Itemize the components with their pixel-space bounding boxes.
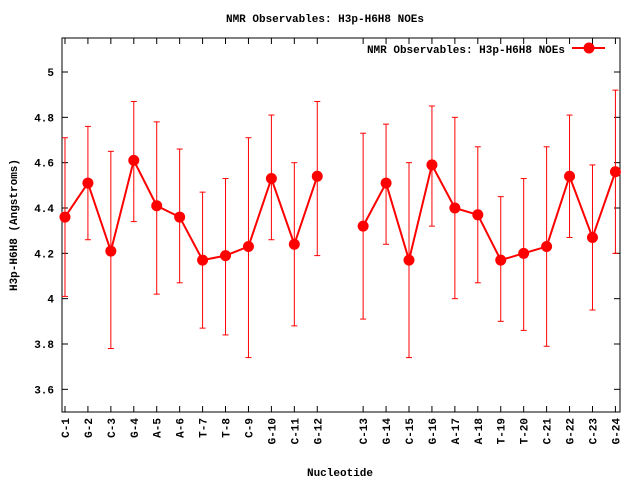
- y-tick-label: 4: [47, 295, 54, 307]
- x-tick-label: G-14: [382, 418, 394, 445]
- error-bars: [61, 89, 619, 359]
- x-tick-label: C-11: [290, 418, 302, 445]
- legend: NMR Observables: H3p-H6H8 NOEs: [367, 42, 605, 57]
- x-tick-label: G-24: [611, 418, 623, 445]
- data-point: [220, 250, 232, 262]
- x-tick-label: C-3: [107, 418, 119, 438]
- data-point: [265, 173, 277, 185]
- data-point: [128, 154, 140, 166]
- y-tick-label: 4.8: [34, 113, 54, 125]
- x-tick-label: G-2: [84, 418, 96, 438]
- x-tick-label: G-22: [566, 418, 578, 444]
- data-point: [311, 170, 323, 182]
- y-axis-label: H3p-H6H8 (Angstroms): [9, 159, 21, 291]
- series-line: [59, 154, 621, 266]
- plot-frame: [61, 37, 621, 413]
- data-point: [586, 231, 598, 243]
- data-point: [541, 241, 553, 253]
- series-line-segment: [64, 157, 319, 262]
- chart-title: NMR Observables: H3p-H6H8 NOEs: [226, 14, 424, 26]
- data-point: [59, 211, 71, 223]
- data-point: [82, 177, 94, 189]
- y-axis: 3.6 3.8 4 4.2 4.4 4.6 4.8 5: [34, 68, 620, 397]
- data-point: [403, 254, 415, 266]
- x-tick-label: C-21: [543, 418, 555, 445]
- x-axis: C-1 G-2 C-3 G-4 A-5 A-6 T-7 T-8 C-9 G-10 C-11 G-12 C…: [61, 38, 623, 444]
- data-point: [564, 170, 576, 182]
- data-point: [449, 202, 461, 214]
- x-axis-label: Nucleotide: [307, 468, 373, 480]
- x-tick-label: G-4: [130, 418, 142, 438]
- x-tick-label: T-7: [199, 418, 211, 438]
- x-tick-label: C-9: [244, 418, 256, 438]
- data-point: [380, 177, 392, 189]
- data-point: [288, 238, 300, 250]
- x-tick-label: C-13: [359, 418, 371, 445]
- y-tick-label: 4.2: [34, 249, 54, 261]
- legend-label: NMR Observables: H3p-H6H8 NOEs: [367, 45, 565, 57]
- legend-marker: [583, 42, 595, 54]
- x-tick-label: G-10: [267, 418, 279, 444]
- data-point: [174, 211, 186, 223]
- data-point: [197, 254, 209, 266]
- x-tick-label: T-19: [497, 418, 509, 444]
- x-tick-label: C-1: [61, 418, 73, 438]
- x-tick-label: A-18: [474, 418, 486, 445]
- data-point: [242, 241, 254, 253]
- x-tick-label: C-15: [405, 418, 417, 445]
- x-tick-label: A-17: [451, 418, 463, 444]
- x-tick-label: T-20: [520, 418, 532, 444]
- y-tick-label: 4.6: [34, 159, 54, 171]
- data-point: [426, 159, 438, 171]
- data-point: [609, 166, 621, 178]
- data-point: [357, 220, 369, 232]
- data-point: [472, 209, 484, 221]
- series-line-segment: [362, 162, 617, 264]
- data-point: [518, 247, 530, 259]
- x-tick-label: G-12: [313, 418, 325, 444]
- data-point: [495, 254, 507, 266]
- x-tick-label: T-8: [222, 418, 234, 438]
- y-tick-label: 4.4: [34, 204, 54, 216]
- x-tick-label: C-23: [588, 418, 600, 445]
- y-tick-label: 5: [47, 68, 54, 80]
- x-tick-label: G-16: [428, 418, 440, 444]
- y-tick-label: 3.8: [34, 340, 54, 352]
- data-point: [105, 245, 117, 257]
- x-tick-label: A-5: [153, 418, 165, 438]
- x-tick-label: A-6: [176, 418, 188, 438]
- data-point: [151, 200, 163, 212]
- y-tick-label: 3.6: [34, 385, 54, 397]
